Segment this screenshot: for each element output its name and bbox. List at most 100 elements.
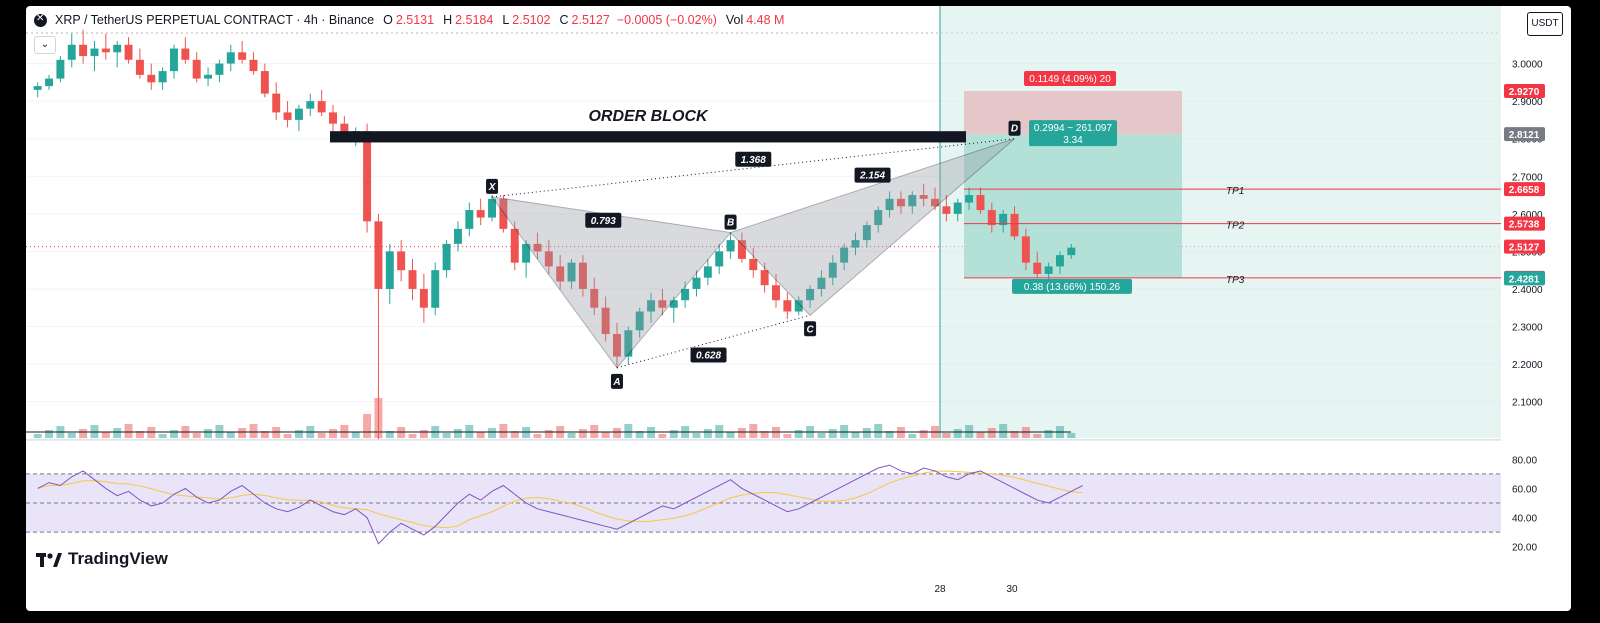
price-chart[interactable]: ORDER BLOCK X A B C D 1.368 0.793 2.154 0.628 TP1 T… xyxy=(26,6,1571,611)
rsi-pane: 80.00 60.00 40.00 20.00 28 30 xyxy=(26,439,1537,595)
candle-body xyxy=(226,52,235,64)
currency-button[interactable]: USDT xyxy=(1527,12,1563,36)
candle-body xyxy=(726,240,735,252)
high-value: 2.5184 xyxy=(455,13,494,27)
symbol-title[interactable]: XRP / TetherUS PERPETUAL CONTRACT · 4h ·… xyxy=(55,13,375,27)
volume-bar xyxy=(408,434,417,438)
candle-body xyxy=(476,210,485,218)
candle-body xyxy=(67,44,76,60)
candle-body xyxy=(772,285,780,301)
collapse-legend-button[interactable]: ⌄ xyxy=(34,36,56,54)
candle-body xyxy=(408,270,417,289)
volume-bar xyxy=(135,431,144,438)
candle-body xyxy=(601,307,610,335)
volume-bar xyxy=(760,431,769,438)
candle-body xyxy=(931,198,939,207)
position-zones xyxy=(939,6,1501,438)
candle-body xyxy=(1055,255,1064,267)
volume-bar xyxy=(249,424,258,438)
volume-bar xyxy=(476,432,485,438)
volume-bar xyxy=(124,424,133,438)
volume-bar xyxy=(658,434,667,438)
point-badge xyxy=(724,214,737,230)
point-label: C xyxy=(806,324,814,335)
volume-bar xyxy=(635,431,644,438)
low-value: 2.5102 xyxy=(512,13,551,27)
bcd-triangle xyxy=(729,138,1015,316)
candle-body xyxy=(1044,266,1053,274)
ratio-label: 0.628 xyxy=(696,351,721,362)
ac-ratio-line xyxy=(616,314,811,369)
price-tag-bg xyxy=(1504,271,1545,286)
point-badge xyxy=(1008,120,1021,136)
open-label: O xyxy=(383,13,393,27)
point-label: D xyxy=(1011,124,1018,135)
candle-body xyxy=(510,228,519,263)
candle-body xyxy=(544,251,553,267)
volume-bar xyxy=(158,434,167,438)
volume-bar xyxy=(101,432,110,438)
price-tag: 2.8121 xyxy=(1509,130,1540,141)
volume-bar xyxy=(749,424,758,438)
volume-bar xyxy=(669,430,678,438)
tp-label: TP3 xyxy=(1226,275,1245,286)
change-value: −0.0005 (−0.02%) xyxy=(616,13,717,27)
candle-body xyxy=(828,262,837,278)
volume-bar xyxy=(976,432,985,438)
candle-body xyxy=(283,112,292,120)
volume-bar xyxy=(874,424,883,438)
candle-body xyxy=(488,198,497,218)
candle-body xyxy=(45,78,54,87)
tradingview-logo[interactable]: TradingView xyxy=(36,549,168,569)
volume-bar xyxy=(942,433,951,438)
candle-body xyxy=(294,108,303,120)
candle-body xyxy=(135,59,144,75)
volume-bar xyxy=(919,430,928,438)
candle-body xyxy=(851,240,860,248)
candle-body xyxy=(363,131,372,222)
stop-label-bg xyxy=(1024,70,1116,86)
candle-body xyxy=(113,44,122,53)
price-tag: 2.5127 xyxy=(1509,243,1540,254)
candle-body xyxy=(624,330,633,357)
volume-bar xyxy=(226,432,235,438)
brand-name: TradingView xyxy=(68,549,168,568)
candle-body xyxy=(465,210,474,229)
price-tick: 2.4000 xyxy=(1512,285,1543,296)
volume-bar xyxy=(204,429,213,438)
candle-body xyxy=(647,300,656,312)
candle-body xyxy=(749,258,758,271)
candle-body xyxy=(669,300,678,308)
low-label: L xyxy=(502,13,510,27)
volume-bar xyxy=(533,434,542,438)
ratio-badge xyxy=(690,347,727,363)
volume-bar xyxy=(260,431,269,438)
candle-body xyxy=(260,71,269,94)
volume-value: 4.48 M xyxy=(746,13,785,27)
ratio-badge xyxy=(735,151,772,167)
candle-body xyxy=(612,334,621,357)
volume-bar xyxy=(692,433,701,438)
price-tag-bg xyxy=(1504,239,1545,254)
high-label: H xyxy=(443,13,453,27)
point-badge xyxy=(804,321,817,337)
rsi-tick: 20.00 xyxy=(1512,543,1537,554)
order-block-label: ORDER BLOCK xyxy=(588,108,709,125)
candle-body xyxy=(703,266,712,278)
symbol-header: XRP / TetherUS PERPETUAL CONTRACT · 4h ·… xyxy=(34,12,784,28)
volume-bar xyxy=(544,430,553,438)
candle-body xyxy=(192,59,201,79)
candle-body xyxy=(1067,247,1076,256)
volume-bar xyxy=(987,428,996,438)
candle-body xyxy=(1033,262,1042,274)
candles xyxy=(33,29,1076,440)
point-label: A xyxy=(612,377,620,388)
ratio-badge xyxy=(585,212,622,228)
volume-bar xyxy=(170,430,178,438)
candle-body xyxy=(942,206,951,214)
candle-body xyxy=(578,262,587,289)
volume-bar xyxy=(363,414,372,438)
open-value: 2.5131 xyxy=(395,13,435,27)
volume-bar xyxy=(510,431,519,438)
point-badge xyxy=(610,373,623,389)
